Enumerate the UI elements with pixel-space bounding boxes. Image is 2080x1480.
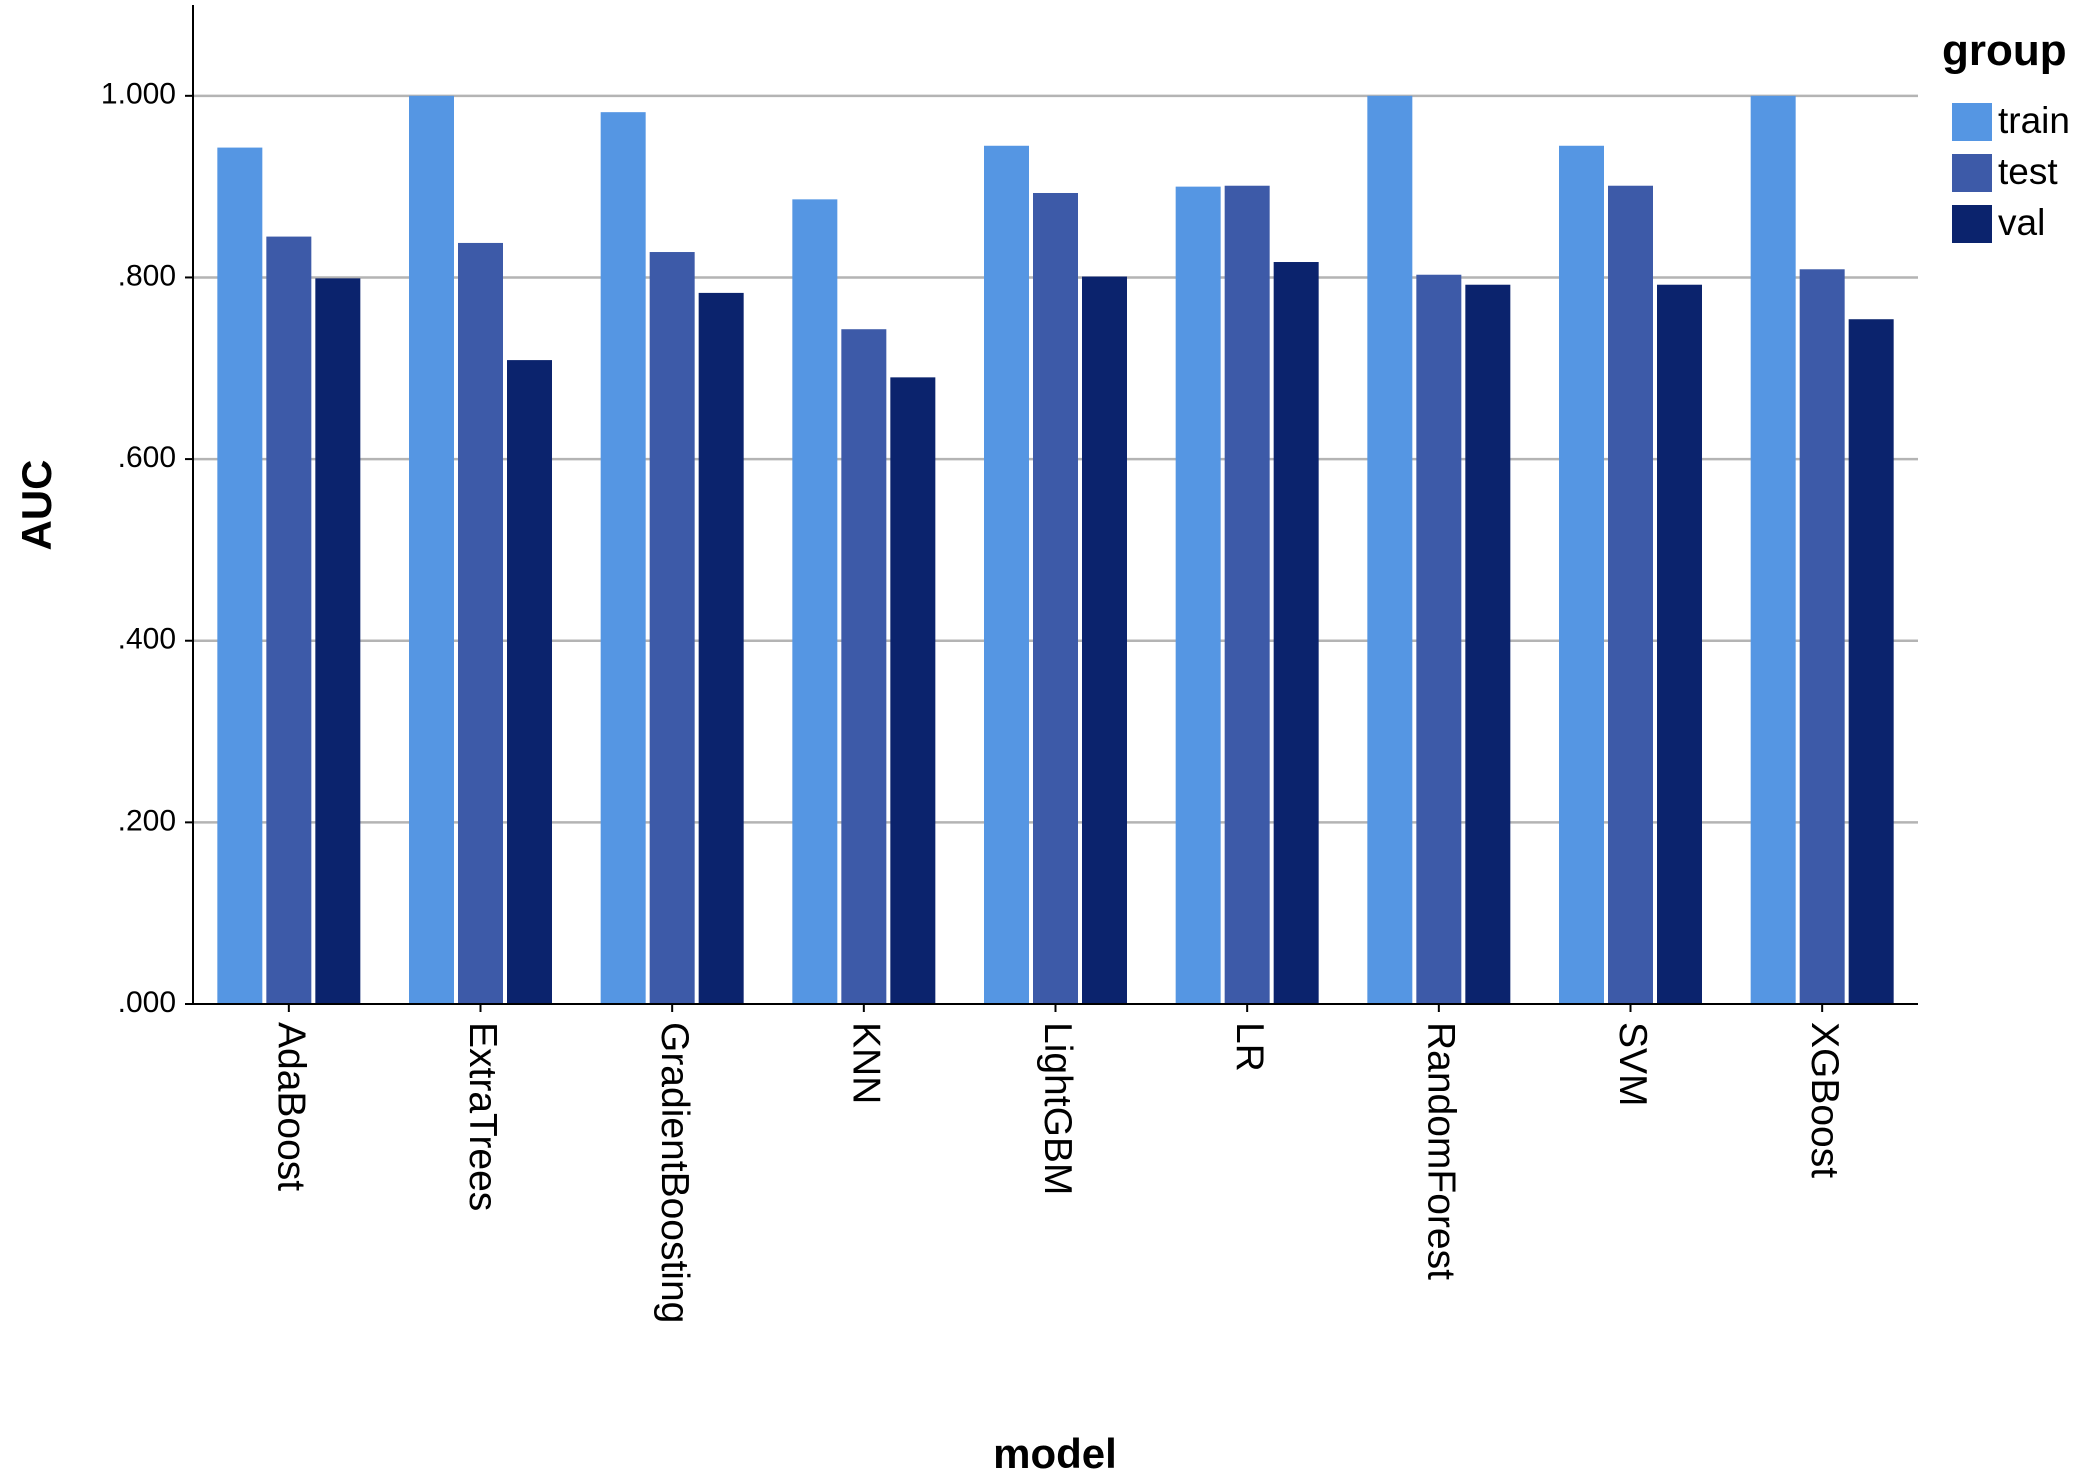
bar-test-gradientboosting bbox=[649, 252, 695, 1004]
y-tick-label: .400 bbox=[118, 623, 176, 656]
bar-train-randomforest bbox=[1367, 95, 1413, 1005]
legend-label-train: train bbox=[1998, 100, 2070, 141]
x-tick-label-randomforest: RandomForest bbox=[1420, 1022, 1463, 1280]
x-axis-title: model bbox=[993, 1430, 1117, 1477]
bar-train-lightgbm bbox=[984, 145, 1029, 1004]
legend-title: group bbox=[1942, 26, 2067, 75]
bar-test-lr bbox=[1224, 185, 1270, 1005]
y-tick-label: .200 bbox=[118, 804, 176, 837]
x-tick-label-xgboost: XGBoost bbox=[1803, 1022, 1846, 1178]
bar-val-knn bbox=[890, 377, 936, 1004]
bar-train-svm bbox=[1559, 145, 1604, 1004]
bar-val-adaboost bbox=[315, 278, 361, 1004]
x-tick-label-svm: SVM bbox=[1611, 1022, 1654, 1107]
bar-train-gradientboosting bbox=[600, 112, 646, 1004]
legend-swatch-train bbox=[1952, 103, 1992, 141]
legend-label-val: val bbox=[1998, 202, 2045, 243]
bar-train-xgboost bbox=[1750, 95, 1796, 1005]
bar-train-knn bbox=[792, 199, 838, 1005]
x-tick-label-lr: LR bbox=[1228, 1022, 1271, 1072]
bar-test-adaboost bbox=[266, 236, 312, 1004]
y-tick-label: .800 bbox=[118, 259, 176, 292]
x-tick-label-gradientboosting: GradientBoosting bbox=[653, 1022, 696, 1323]
bar-train-extratrees bbox=[409, 95, 454, 1005]
bar-val-gradientboosting bbox=[698, 292, 744, 1004]
legend-label-test: test bbox=[1998, 151, 2058, 192]
legend-swatch-val bbox=[1952, 205, 1992, 243]
bar-train-adaboost bbox=[217, 147, 263, 1005]
legend-swatch-test bbox=[1952, 154, 1992, 192]
bar-test-xgboost bbox=[1799, 269, 1845, 1005]
x-tick-label-knn: KNN bbox=[845, 1022, 888, 1104]
bar-val-xgboost bbox=[1848, 319, 1894, 1004]
y-axis-title: AUC bbox=[13, 460, 60, 551]
bar-test-randomforest bbox=[1416, 274, 1462, 1005]
bar-test-knn bbox=[841, 329, 887, 1004]
bar-test-svm bbox=[1608, 185, 1653, 1005]
bar-train-lr bbox=[1175, 186, 1221, 1005]
x-tick-label-extratrees: ExtraTrees bbox=[461, 1022, 504, 1211]
bar-test-lightgbm bbox=[1033, 192, 1078, 1004]
x-tick-label-lightgbm: LightGBM bbox=[1036, 1022, 1079, 1195]
bar-test-extratrees bbox=[458, 242, 503, 1005]
bar-val-lr bbox=[1273, 262, 1319, 1004]
bar-val-svm bbox=[1657, 284, 1702, 1005]
y-tick-label: 1.000 bbox=[101, 78, 176, 111]
bar-val-randomforest bbox=[1465, 284, 1511, 1005]
bar-val-extratrees bbox=[507, 360, 552, 1004]
y-tick-label: .000 bbox=[118, 986, 176, 1019]
y-tick-label: .600 bbox=[118, 441, 176, 474]
x-tick-label-adaboost: AdaBoost bbox=[270, 1022, 313, 1191]
bar-val-lightgbm bbox=[1082, 276, 1127, 1004]
